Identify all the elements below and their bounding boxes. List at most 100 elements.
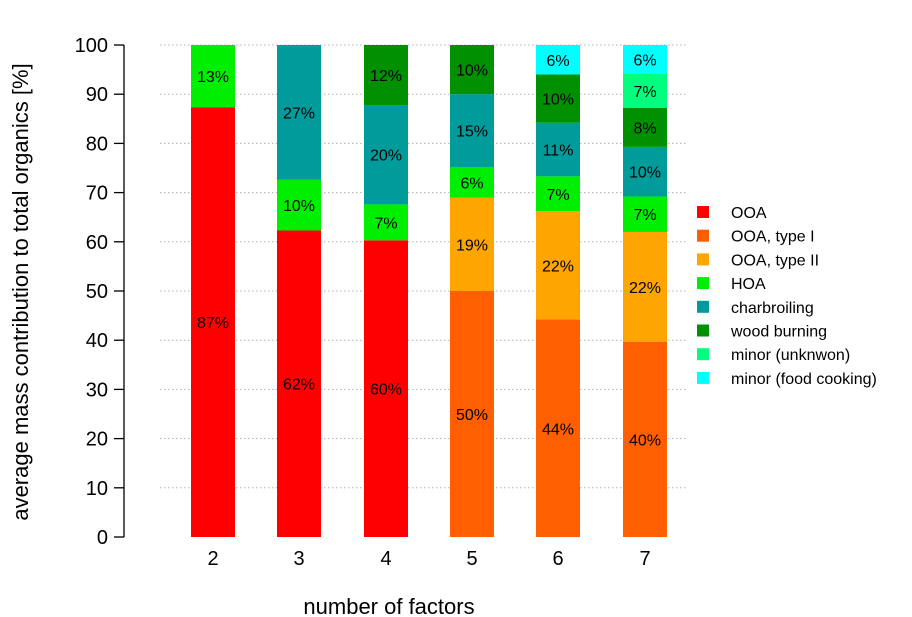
- bar-label-3-hoa: 10%: [283, 198, 315, 215]
- y-tick-label-10: 10: [86, 478, 108, 500]
- bar-label-7-charbroiling: 10%: [629, 165, 661, 182]
- bar-label-6-ooa-type-i: 44%: [542, 421, 574, 438]
- bar-label-4-hoa: 7%: [374, 215, 397, 232]
- legend-swatch-charbroiling: [697, 300, 709, 313]
- bar-group-4: 60% 7% 20% 12%: [364, 45, 408, 537]
- bar-label-6-hoa: 7%: [546, 187, 569, 204]
- x-axis-title: number of factors: [303, 594, 474, 617]
- y-tick-label-40: 40: [86, 330, 108, 352]
- x-tick-label-2: 2: [207, 548, 218, 570]
- y-axis: 0 10 20 30 40 50 60 70 80 90 100: [75, 35, 125, 549]
- y-tick-label-70: 70: [86, 183, 108, 205]
- bars: 87% 13% 62% 10% 27% 60% 7% 20% 12% 50% 19% 6% 15% 10%…: [191, 45, 667, 537]
- bar-label-5-wood-burning: 10%: [456, 63, 488, 80]
- bar-segment-6-charbroiling: [536, 122, 580, 177]
- bar-label-6-charbroiling: 11%: [543, 143, 574, 160]
- bar-label-6-minor-food-cooking: 6%: [546, 53, 569, 70]
- legend-swatch-minor-food-cooking: [697, 371, 709, 384]
- x-tick-label-3: 3: [293, 548, 304, 570]
- bar-segment-3-hoa: [277, 179, 321, 231]
- bar-label-4-wood-burning: 12%: [370, 68, 402, 85]
- bar-label-5-hoa: 6%: [460, 175, 483, 192]
- bar-label-7-ooa-type-ii: 22%: [629, 280, 661, 297]
- x-tick-label-4: 4: [380, 548, 391, 570]
- legend-label-ooa: OOA: [731, 205, 767, 222]
- bar-segment-7-minor-unknwon: [623, 74, 667, 108]
- bar-group-7: 40% 22% 7% 10% 8% 7% 6%: [623, 45, 667, 537]
- y-tick-label-0: 0: [97, 527, 108, 549]
- legend-label-charbroiling: charbroiling: [731, 300, 814, 317]
- bar-label-4-charbroiling: 20%: [370, 148, 402, 165]
- grid-lines: [160, 44, 688, 489]
- bar-segment-2-hoa: [191, 45, 235, 108]
- bar-label-7-wood-burning: 8%: [633, 120, 656, 137]
- y-tick-label-100: 100: [75, 35, 108, 57]
- bar-segment-5-wood-burning: [450, 45, 494, 95]
- x-axis: 2 3 4 5 6 7: [207, 548, 650, 570]
- legend-label-hoa: HOA: [731, 276, 766, 293]
- bar-segment-4-charbroiling: [364, 105, 408, 205]
- x-tick-label-5: 5: [466, 548, 477, 570]
- bar-segment-6-wood-burning: [536, 74, 580, 123]
- bar-segment-2-ooa: [191, 107, 235, 537]
- legend-swatch-ooa-type-ii: [697, 253, 709, 266]
- bar-label-2-ooa: 87%: [197, 315, 229, 332]
- bar-segment-5-charbroiling: [450, 94, 494, 168]
- bar-label-7-ooa-type-i: 40%: [629, 432, 661, 449]
- legend: OOA OOA, type I OOA, type II HOA charbroilin…: [697, 205, 877, 388]
- bar-segment-7-ooa-type-i: [623, 341, 667, 537]
- legend-label-wood-burning: wood burning: [730, 324, 827, 341]
- bar-label-3-charbroiling: 27%: [283, 105, 315, 122]
- y-tick-label-20: 20: [86, 429, 108, 451]
- bar-segment-7-charbroiling: [623, 146, 667, 197]
- bar-segment-7-minor-food-cooking: [623, 45, 667, 75]
- y-axis-title: average mass contribution to total organ…: [8, 63, 33, 520]
- y-tick-label-80: 80: [86, 133, 108, 155]
- legend-label-ooa-type-ii: OOA, type II: [731, 252, 819, 269]
- legend-label-minor-unknwon: minor (unknwon): [731, 347, 850, 364]
- bar-label-3-ooa: 62%: [283, 377, 315, 394]
- bar-group-5: 50% 19% 6% 15% 10%: [450, 45, 494, 537]
- bar-segment-5-hoa: [450, 167, 494, 198]
- bar-segment-3-ooa: [277, 230, 321, 537]
- bar-segment-3-charbroiling: [277, 45, 321, 180]
- bar-segment-7-wood-burning: [623, 107, 667, 147]
- bar-label-7-minor-food-cooking: 6%: [633, 53, 656, 70]
- legend-swatch-minor-unknwon: [697, 348, 709, 361]
- bar-segment-4-ooa: [364, 240, 408, 537]
- bar-group-2: 87% 13%: [191, 45, 235, 537]
- bar-label-2-hoa: 13%: [197, 69, 229, 86]
- y-tick-label-30: 30: [86, 379, 108, 401]
- bar-segment-7-ooa-type-ii: [623, 231, 667, 342]
- legend-swatch-hoa: [697, 277, 709, 290]
- bar-label-5-charbroiling: 15%: [456, 124, 488, 141]
- bar-label-6-wood-burning: 10%: [542, 92, 574, 109]
- bar-label-5-ooa-type-ii: 19%: [456, 237, 488, 254]
- bar-segment-4-hoa: [364, 204, 408, 241]
- legend-label-minor-food-cooking: minor (food cooking): [731, 371, 877, 388]
- bar-segment-6-ooa-type-ii: [536, 211, 580, 320]
- bar-segment-6-ooa-type-i: [536, 319, 580, 537]
- bar-segment-4-wood-burning: [364, 45, 408, 106]
- bar-segment-5-ooa-type-ii: [450, 197, 494, 291]
- bar-segment-7-hoa: [623, 196, 667, 232]
- legend-swatch-wood-burning: [697, 324, 709, 337]
- bar-label-4-ooa: 60%: [370, 382, 402, 399]
- legend-label-ooa-type-i: OOA, type I: [731, 229, 815, 246]
- bar-label-7-hoa: 7%: [633, 207, 656, 224]
- bar-group-6: 44% 22% 7% 11% 10% 6%: [536, 45, 580, 537]
- bar-segment-6-hoa: [536, 176, 580, 212]
- bar-segment-6-minor-food-cooking: [536, 45, 580, 75]
- x-tick-label-6: 6: [552, 548, 563, 570]
- y-tick-label-90: 90: [86, 84, 108, 106]
- x-tick-label-7: 7: [639, 548, 650, 570]
- y-tick-label-50: 50: [86, 281, 108, 303]
- y-tick-label-60: 60: [86, 232, 108, 254]
- bar-label-6-ooa-type-ii: 22%: [542, 258, 574, 275]
- bar-label-7-minor-unknwon: 7%: [633, 84, 656, 101]
- legend-swatch-ooa: [697, 206, 709, 218]
- bar-group-3: 62% 10% 27%: [277, 45, 321, 537]
- legend-swatch-ooa-type-i: [697, 229, 709, 242]
